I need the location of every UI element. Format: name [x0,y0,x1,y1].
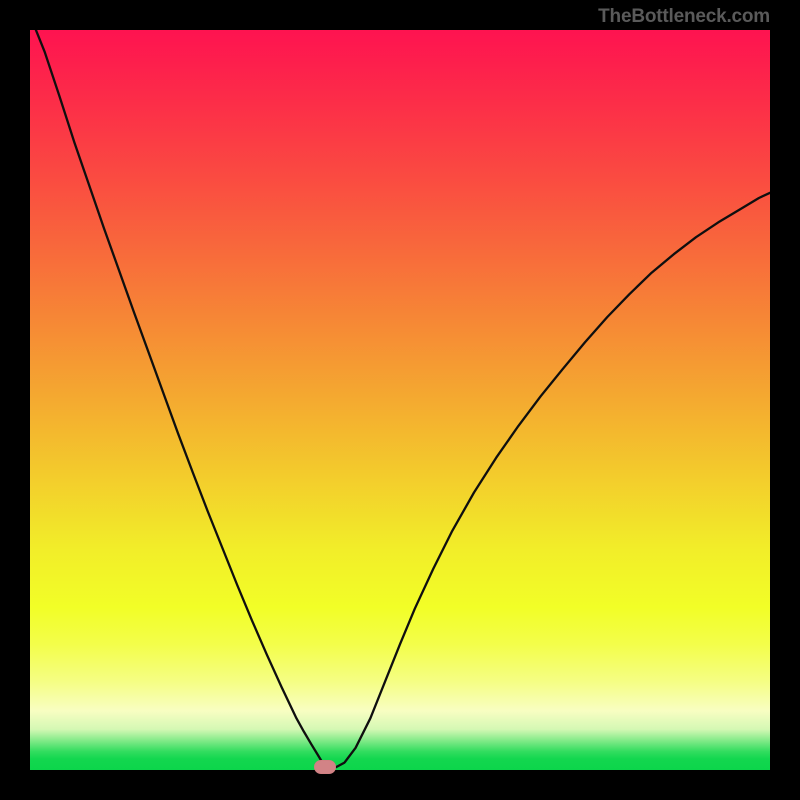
gradient-background [30,30,770,770]
watermark-text: TheBottleneck.com [598,6,770,28]
plot-area [30,30,770,770]
minimum-marker [314,760,336,774]
